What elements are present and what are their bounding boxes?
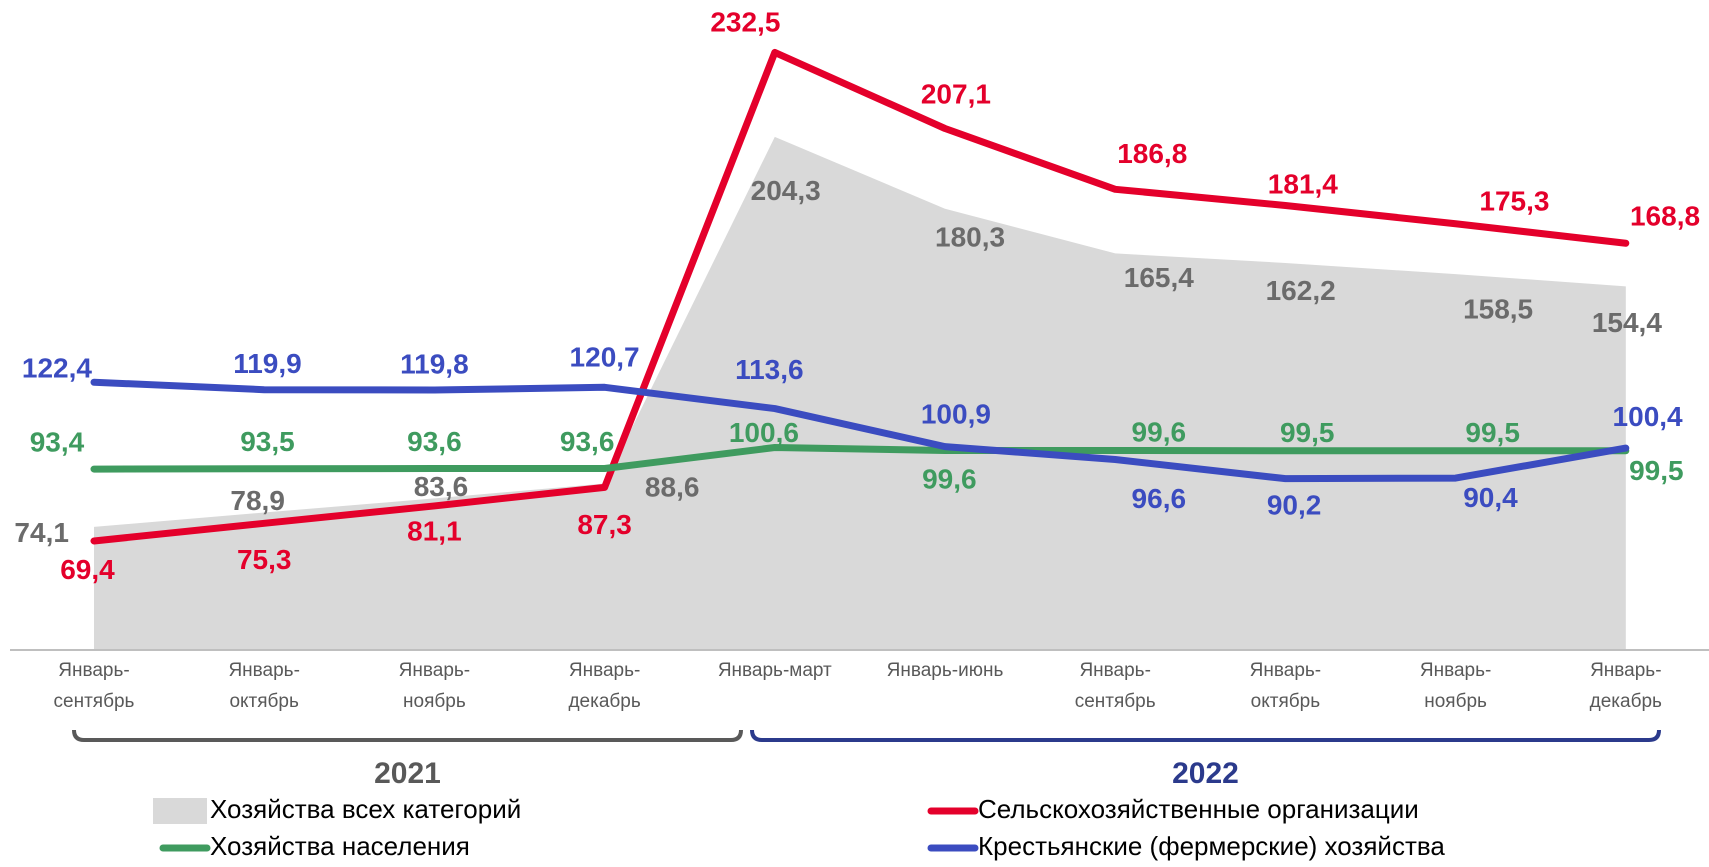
legend-label: Сельскохозяйственные организации (978, 794, 1419, 824)
line (90, 48, 1630, 545)
data-label: 168,8 (1630, 201, 1700, 232)
data-label: 93,5 (240, 426, 295, 457)
x-tick-label: Январь-декабрь (568, 660, 641, 712)
data-label: 88,6 (645, 471, 700, 502)
data-label: 100,9 (921, 399, 991, 430)
x-tick-label: Январь-ноябрь (398, 660, 471, 712)
x-tick-label: Январь-сентябрь (1074, 660, 1156, 712)
x-tick-label: Январь-октябрь (1249, 660, 1322, 712)
data-label: 119,8 (400, 348, 469, 379)
data-label: 154,4 (1592, 307, 1662, 338)
x-tick-label: Январь-сентябрь (53, 660, 135, 712)
legend-swatch (153, 798, 207, 824)
x-tick-label: Январь-ноябрь (1419, 660, 1492, 712)
data-label: 165,4 (1124, 262, 1194, 293)
data-label: 93,4 (30, 426, 85, 457)
data-label: 69,4 (60, 554, 115, 585)
data-label: 158,5 (1463, 293, 1533, 324)
data-label: 99,5 (1280, 417, 1335, 448)
x-tick-label: Январь-март (717, 660, 832, 681)
data-label: 120,7 (570, 341, 640, 372)
data-label: 122,4 (22, 353, 92, 384)
data-label: 180,3 (935, 222, 1005, 253)
data-label: 99,6 (1132, 417, 1187, 448)
data-label: 90,4 (1463, 482, 1518, 513)
x-tick-label: Январь-июнь (886, 660, 1004, 681)
group-bracket (750, 729, 1661, 742)
line (90, 444, 1630, 473)
x-tick-label: Январь-октябрь (228, 660, 300, 712)
data-label: 100,4 (1613, 401, 1683, 432)
data-label: 99,5 (1629, 455, 1684, 486)
data-label: 78,9 (230, 485, 285, 516)
data-label: 96,6 (1132, 483, 1187, 514)
data-label: 113,6 (735, 354, 804, 385)
data-label: 232,5 (710, 7, 780, 38)
legend-label: Хозяйства населения (210, 831, 470, 861)
data-label: 181,4 (1268, 168, 1338, 199)
group-label: 2021 (374, 757, 441, 790)
legend-label: Крестьянские (фермерские) хозяйства (978, 831, 1445, 861)
data-label: 99,5 (1465, 417, 1520, 448)
x-tick-label: Январь-декабрь (1589, 660, 1662, 712)
line (90, 378, 1630, 483)
data-label: 99,6 (922, 463, 977, 494)
data-label: 162,2 (1266, 275, 1336, 306)
data-label: 175,3 (1479, 185, 1549, 216)
data-label: 93,6 (560, 426, 615, 457)
data-label: 186,8 (1117, 138, 1187, 169)
data-label: 74,1 (14, 517, 69, 548)
data-label: 100,6 (729, 417, 799, 448)
area (94, 136, 1626, 650)
data-label: 207,1 (921, 78, 991, 109)
data-label: 87,3 (577, 509, 632, 540)
data-label: 90,2 (1267, 489, 1322, 520)
data-label: 119,9 (233, 348, 302, 379)
group-label: 2022 (1172, 757, 1239, 790)
group-bracket (72, 729, 743, 742)
data-label: 83,6 (414, 471, 469, 502)
data-label: 204,3 (751, 175, 821, 206)
legend-label: Хозяйства всех категорий (210, 794, 521, 824)
data-label: 81,1 (407, 516, 462, 547)
data-label: 93,6 (407, 426, 462, 457)
data-label: 75,3 (237, 544, 292, 575)
